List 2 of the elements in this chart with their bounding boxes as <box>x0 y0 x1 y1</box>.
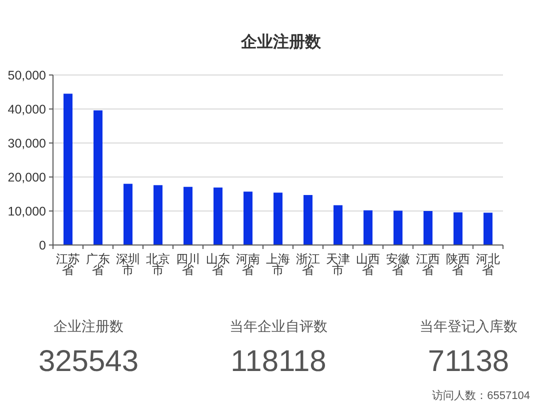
title: 企业注册数 <box>241 34 321 51</box>
annotation: 访问人数：6557104 <box>432 390 530 402</box>
